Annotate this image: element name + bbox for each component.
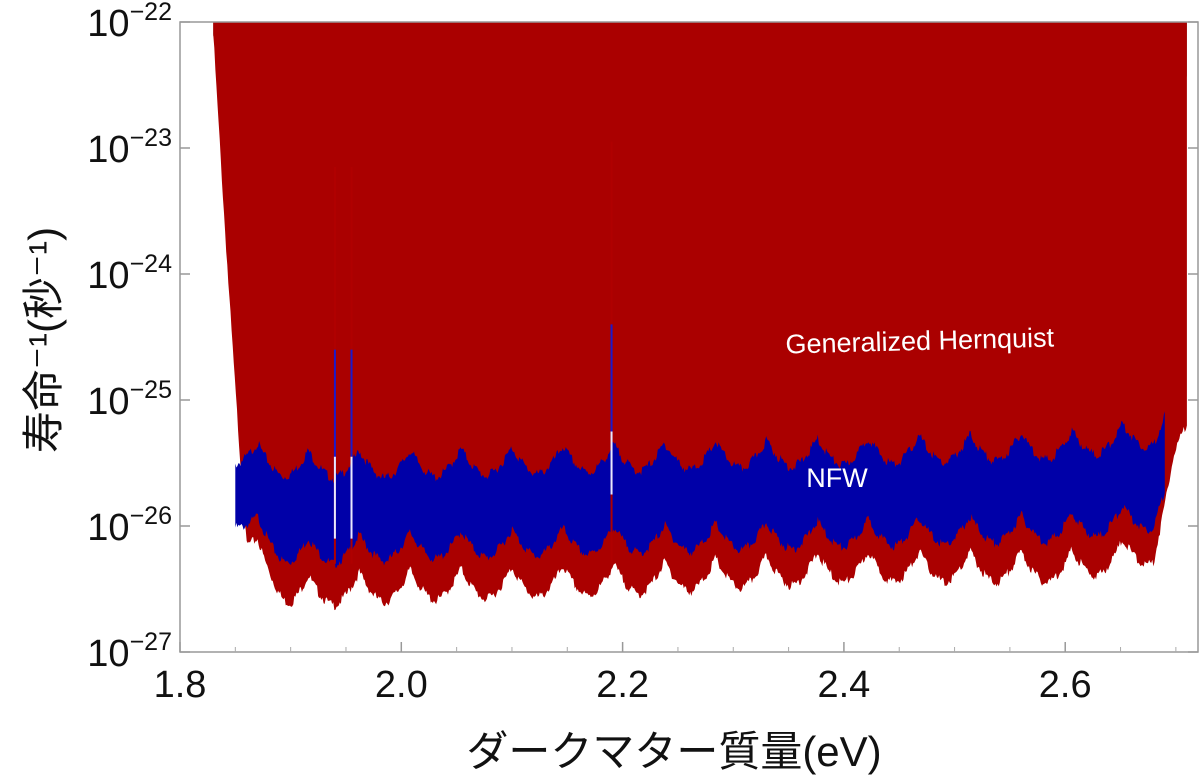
line-spikes: [333, 141, 613, 564]
y-axis-title: 寿命⁻¹(秒⁻¹): [20, 227, 67, 453]
y-tick-label: 10−23: [87, 124, 172, 171]
nfw-region: [235, 411, 1165, 568]
x-tick-label: 2.6: [1039, 664, 1092, 706]
y-tick-labels: 10−22 10−23 10−24 10−25 10−26 10−27: [87, 0, 172, 675]
x-tick-label: 1.8: [154, 664, 207, 706]
x-tick-labels: 1.8 2.0 2.2 2.4 2.6: [154, 664, 1092, 706]
x-axis-title: ダークマター質量(eV): [466, 728, 881, 775]
y-tick-label: 10−26: [87, 502, 172, 549]
x-tick-label: 2.2: [596, 664, 649, 706]
y-tick-label: 10−25: [87, 376, 172, 423]
tick-marks: [179, 21, 1198, 653]
y-tick-label: 10−24: [87, 250, 172, 297]
x-tick-label: 2.4: [817, 664, 870, 706]
plot-area: [213, 22, 1187, 611]
x-tick-label: 2.0: [375, 664, 428, 706]
region-label-nfw: NFW: [806, 463, 868, 493]
y-tick-label: 10−27: [87, 628, 172, 675]
region-label-generalized-hernquist: Generalized Hernquist: [785, 322, 1055, 359]
plot-frame: [179, 21, 1199, 653]
y-tick-label: 10−22: [87, 0, 172, 45]
